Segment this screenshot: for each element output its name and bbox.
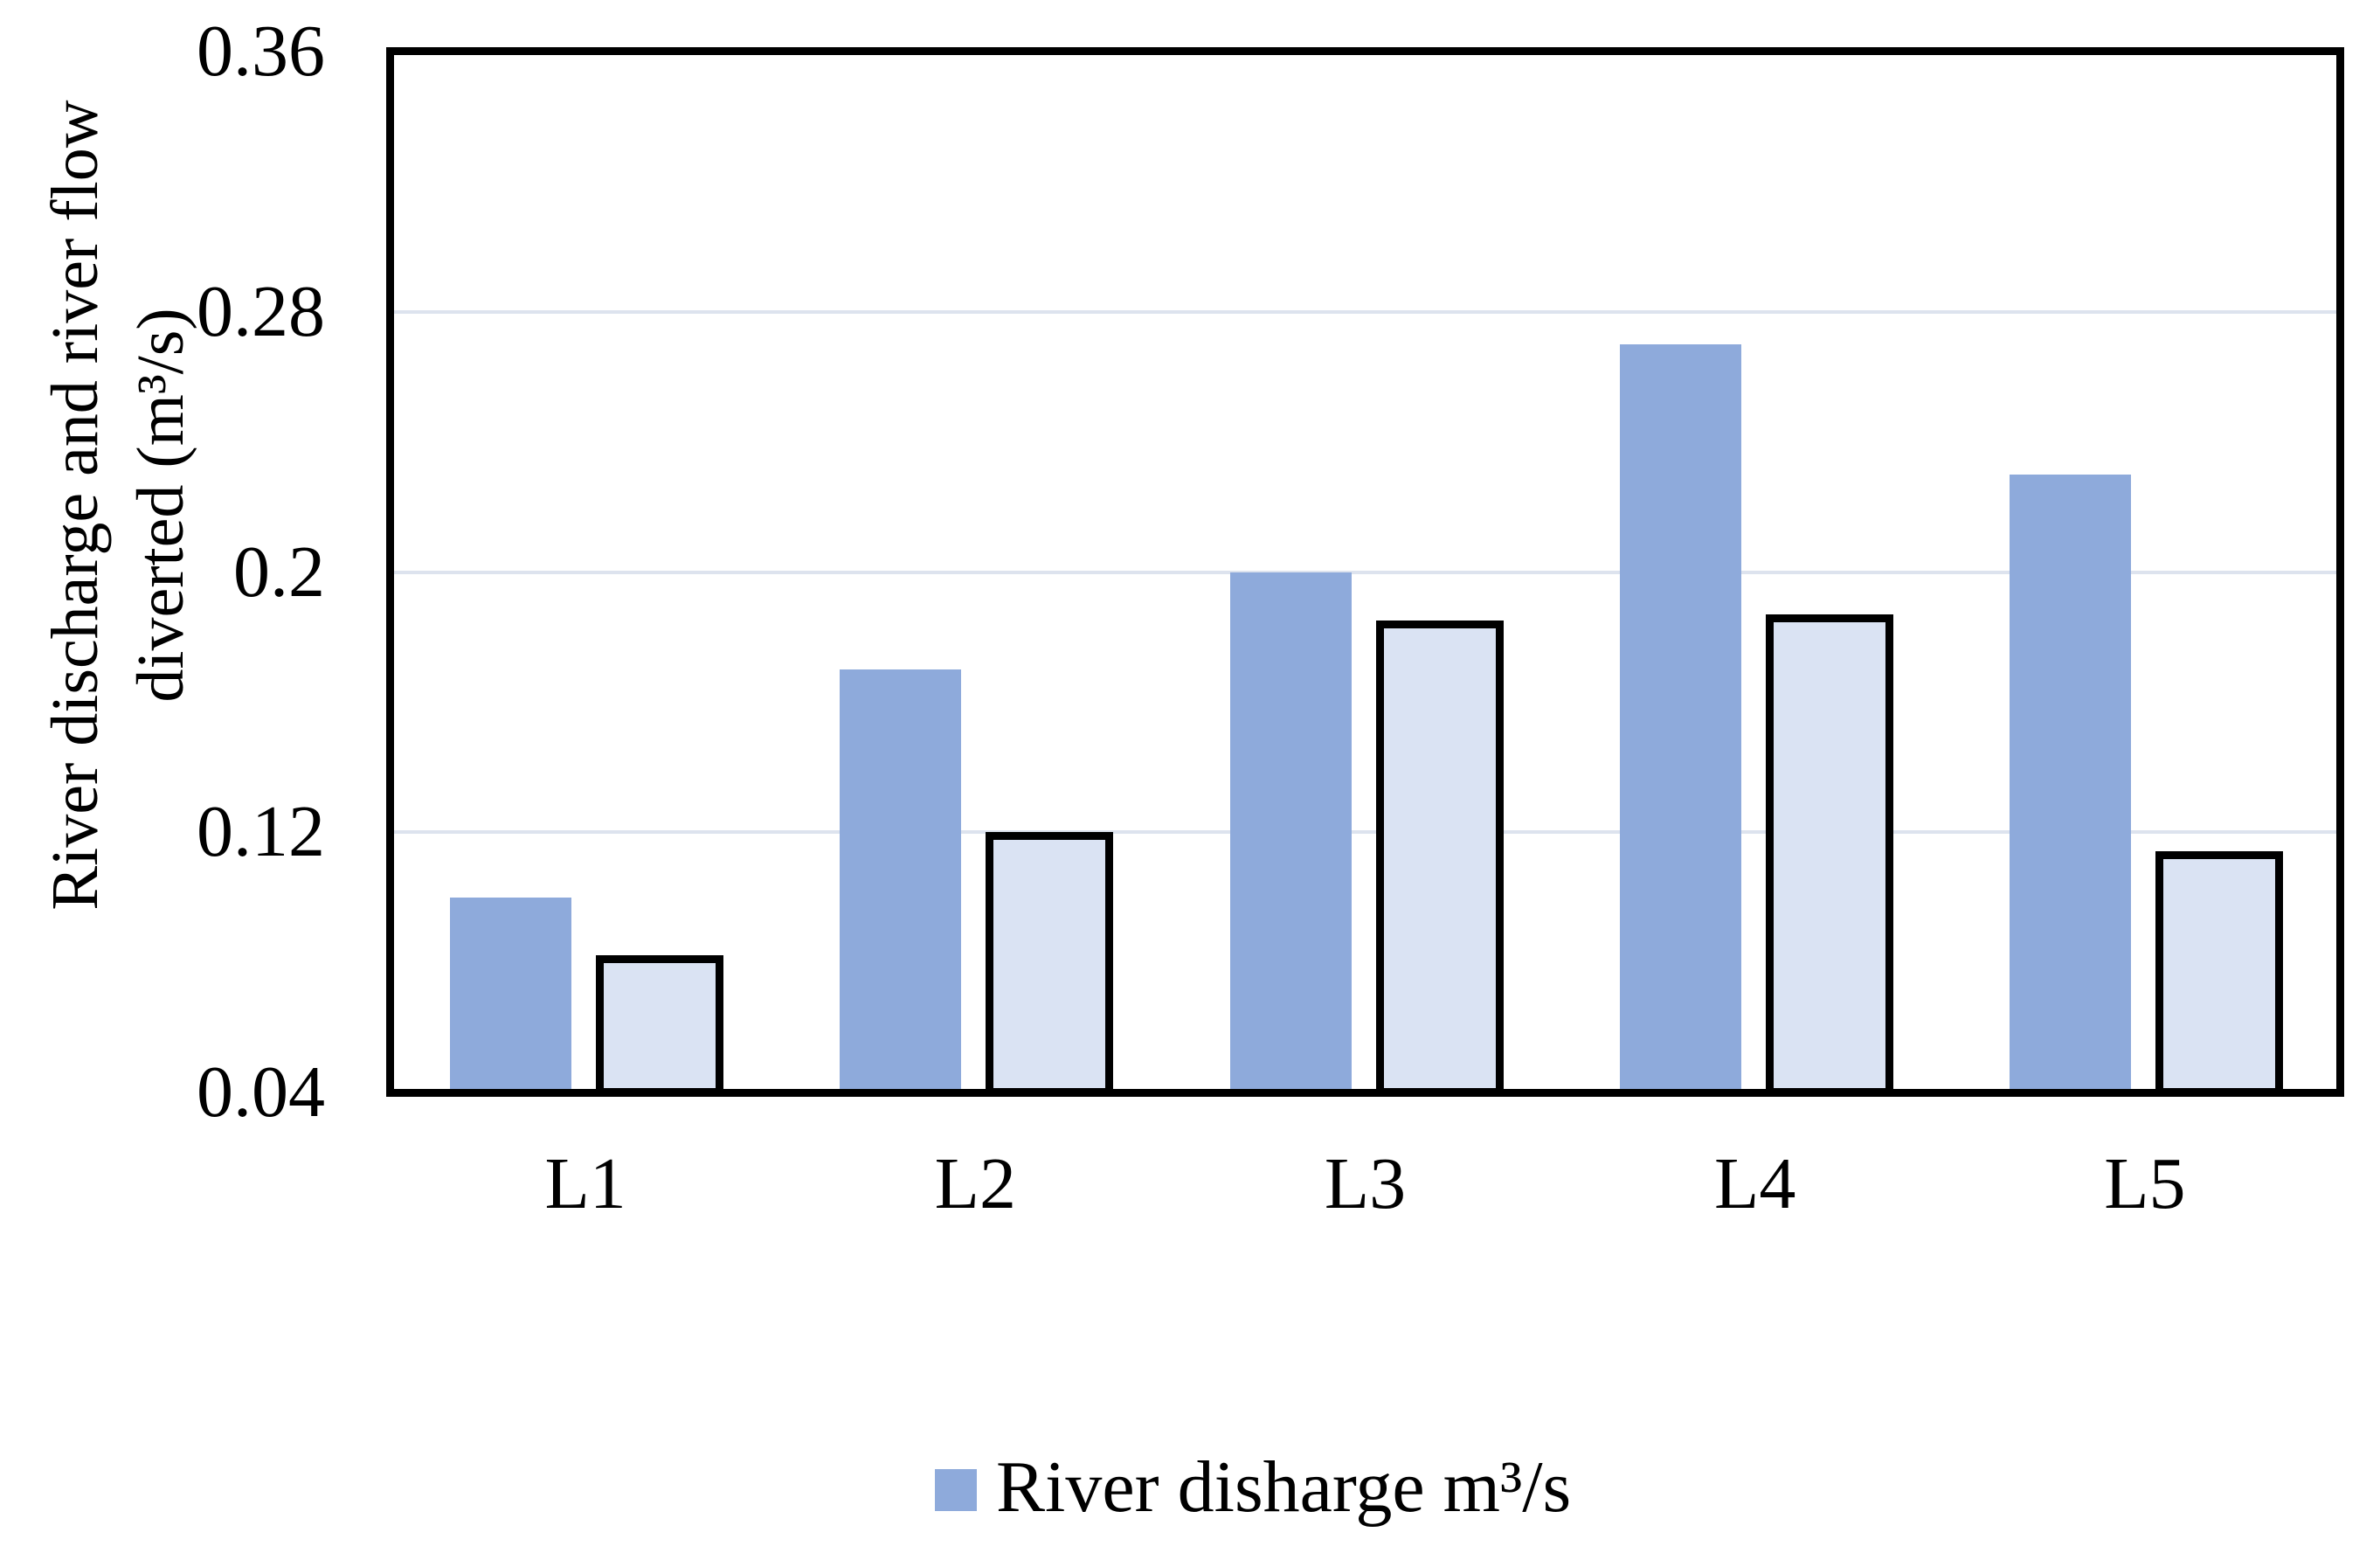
y-axis-tick-label: 0.36 — [197, 10, 325, 92]
x-axis-tick-label: L4 — [1714, 1143, 1796, 1224]
legend-label-river-discharge: River disharge m³/s — [996, 1446, 1572, 1528]
x-axis-tick-label: L2 — [934, 1143, 1016, 1224]
bar-river-flow-diverted — [1375, 621, 1504, 1096]
legend-swatch-river-discharge — [935, 1469, 977, 1511]
bar-river-flow-diverted — [1765, 614, 1893, 1096]
gridline — [391, 309, 2340, 314]
bar-river-discharge — [450, 897, 572, 1092]
bar-river-discharge — [840, 669, 962, 1092]
gridline — [391, 830, 2340, 835]
bar-river-discharge — [2009, 474, 2131, 1092]
x-axis-tick-label: L5 — [2104, 1143, 2186, 1224]
x-axis-tick-label: L1 — [544, 1143, 626, 1224]
bar-river-discharge — [1619, 343, 1741, 1092]
y-axis-tick-label: 0.04 — [197, 1051, 325, 1133]
y-axis-tick-label: 0.2 — [233, 530, 325, 613]
y-axis-tick-label: 0.12 — [197, 791, 325, 873]
gridline — [391, 570, 2340, 574]
bar-river-discharge — [1229, 572, 1352, 1092]
x-axis-tick-label: L3 — [1324, 1143, 1407, 1224]
y-axis-tick-label: 0.28 — [197, 270, 325, 352]
bar-river-flow-diverted — [986, 831, 1114, 1096]
